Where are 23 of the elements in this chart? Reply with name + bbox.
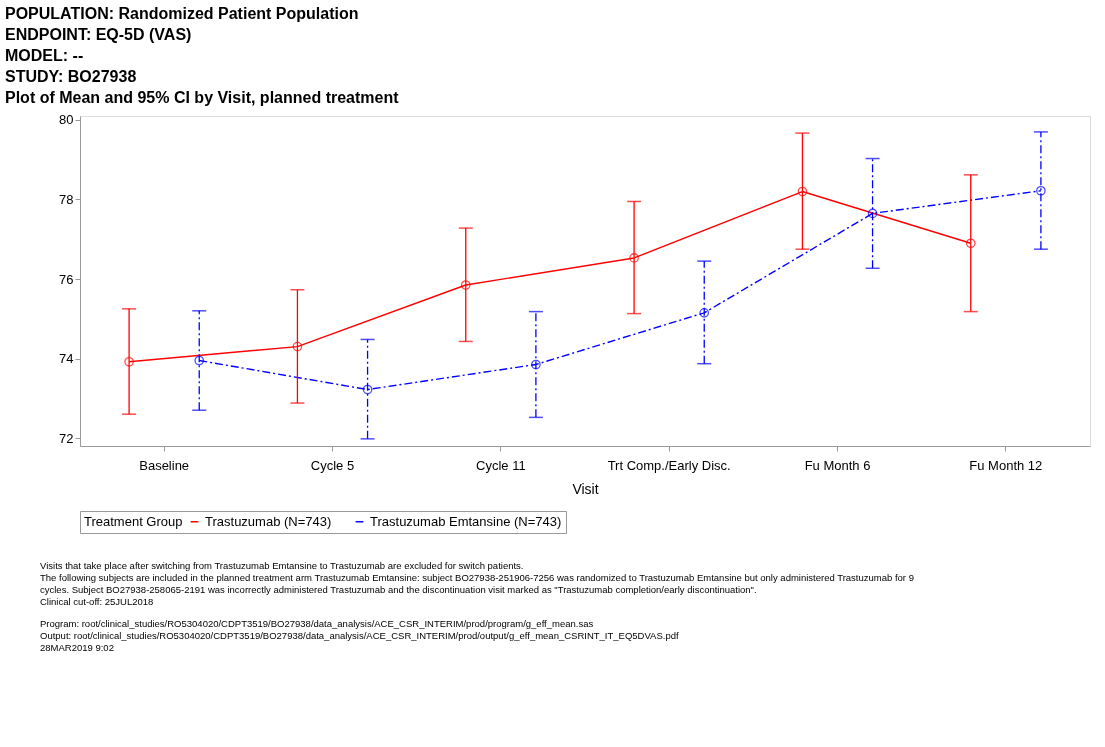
text: Visits that take place after switching from Trastuzumab Emtansine to Trastuzumab are excluded for switch patients.	[40, 560, 524, 571]
text: Output: root/clinical_studies/RO5304020/CDPT3519/BO27938/data_analysis/ACE_CSR_INTERIM/prod/output/g_eff_mean_CSRINT_IT_EQ5DVAS.pdf	[40, 630, 679, 641]
x-tick-label: Fu Month 6	[804, 457, 871, 473]
text: Program: root/clinical_studies/RO5304020/CDPT3519/BO27938/data_analysis/ACE_CSR_INTERIM/prod/program/g_eff_mean.sas	[40, 618, 594, 629]
y-tick-label: 76	[59, 271, 74, 287]
chart-title: POPULATION: Randomized Patient Population ENDPOINT: EQ-5D (VAS) MODEL: -- STUDY: BO27938 Plot of Mean and 95% CI by Visit, planned treatment	[5, 4, 400, 106]
legend-label: Trastuzumab (N=743)	[205, 513, 332, 529]
y-tick-label: 74	[59, 351, 74, 367]
text: 28MAR2019 9:02	[40, 642, 114, 653]
y-tick-label: 72	[59, 430, 74, 446]
legend-title: Treatment Group	[84, 514, 183, 529]
y-tick-label: 80	[59, 112, 74, 128]
text: Clinical cut-off: 25JUL2018	[40, 596, 154, 607]
text: cycles. Subject BO27938-258065-2191 was incorrectly administered Trastuzumab and the discontinuation visit marked as "Trastuzumab completion/early discontinuation".	[40, 584, 757, 595]
text: The following subjects are included in the planned treatment arm Trastuzumab Emtansine: subject BO27938-251906-7256 was randomized to Trastuzumab Emtansine but only administered Trastuzumab for 9	[40, 572, 914, 583]
x-tick-label: Baseline	[139, 457, 190, 473]
x-tick-label: Cycle 5	[310, 457, 355, 473]
x-axis-title: Visit	[572, 480, 599, 497]
x-tick-label: Trt Comp./Early Disc.	[607, 457, 731, 473]
x-tick-label: Cycle 11	[476, 457, 526, 473]
x-tick-label: Fu Month 12	[969, 457, 1043, 473]
y-tick-label: 78	[59, 191, 74, 207]
legend-label: Trastuzumab Emtansine (N=743)	[370, 513, 562, 529]
